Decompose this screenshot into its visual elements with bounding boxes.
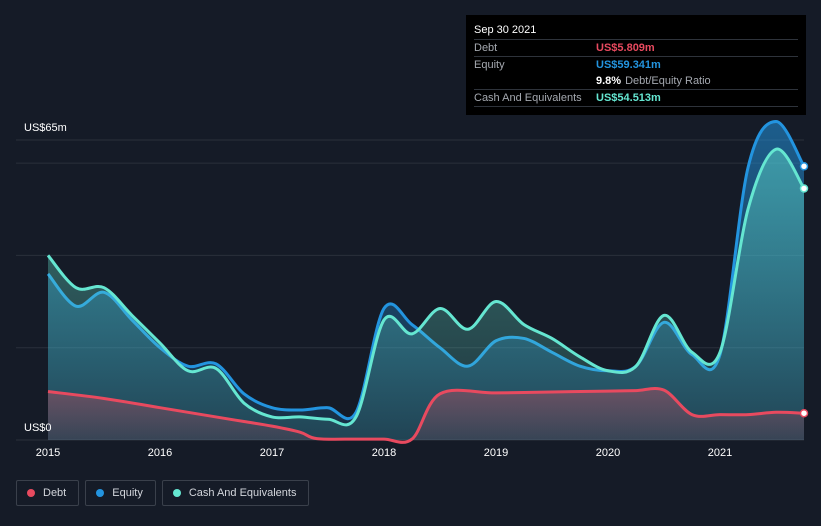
tooltip-debt-row: Debt US$5.809m: [474, 40, 798, 57]
tooltip-debt-value: US$5.809m: [596, 42, 655, 54]
tooltip-ratio-value: 9.8%: [596, 75, 622, 87]
x-tick-label: 2016: [147, 447, 173, 459]
equity-dot-icon: [96, 489, 105, 497]
tooltip-equity-value: US$59.341m: [596, 59, 661, 71]
debt-line: [47, 387, 805, 444]
tooltip-equity-row: Equity US$59.341m: [474, 57, 798, 73]
tooltip-panel: Sep 30 2021 Debt US$5.809m Equity US$59.…: [466, 15, 806, 115]
tooltip-date: Sep 30 2021: [474, 21, 798, 40]
legend-item-cash[interactable]: Cash And Equivalents: [161, 480, 310, 506]
equity-endpoint-marker[interactable]: [799, 162, 809, 171]
legend-label-debt: Debt: [43, 487, 67, 499]
tooltip-debt-label: Debt: [474, 42, 498, 54]
x-tick-label: 2021: [707, 447, 733, 459]
tooltip-ratio-row: 9.8% Debt/Equity Ratio: [474, 73, 798, 90]
x-tick-label: 2019: [483, 447, 509, 459]
x-tick-label: 2020: [595, 447, 621, 459]
y-axis-bottom-label: US$0: [24, 422, 52, 434]
legend-item-debt[interactable]: Debt: [16, 480, 80, 506]
tooltip-equity-label: Equity: [474, 59, 505, 71]
legend: Debt Equity Cash And Equivalents: [16, 480, 310, 506]
cash-endpoint-marker[interactable]: [799, 184, 809, 193]
debt-endpoint-marker[interactable]: [799, 408, 809, 418]
y-axis-top-label: US$65m: [24, 122, 67, 134]
legend-item-equity[interactable]: Equity: [85, 480, 156, 506]
x-tick-label: 2015: [35, 447, 61, 459]
x-tick-label: 2017: [259, 447, 285, 459]
legend-label-cash: Cash And Equivalents: [188, 487, 297, 499]
cash-dot-icon: [172, 489, 181, 497]
cash-area: [48, 148, 804, 440]
tooltip-cash-label: Cash And Equivalents: [474, 92, 582, 104]
debt-dot-icon: [27, 489, 35, 497]
series-layer: [46, 120, 809, 444]
tooltip-cash-value: US$54.513m: [596, 92, 661, 104]
tooltip-ratio-label: Debt/Equity Ratio: [625, 75, 711, 87]
tooltip-cash-row: Cash And Equivalents US$54.513m: [474, 90, 798, 107]
x-tick-label: 2018: [371, 447, 397, 459]
cash-line: [46, 147, 806, 427]
legend-label-equity: Equity: [112, 487, 143, 499]
